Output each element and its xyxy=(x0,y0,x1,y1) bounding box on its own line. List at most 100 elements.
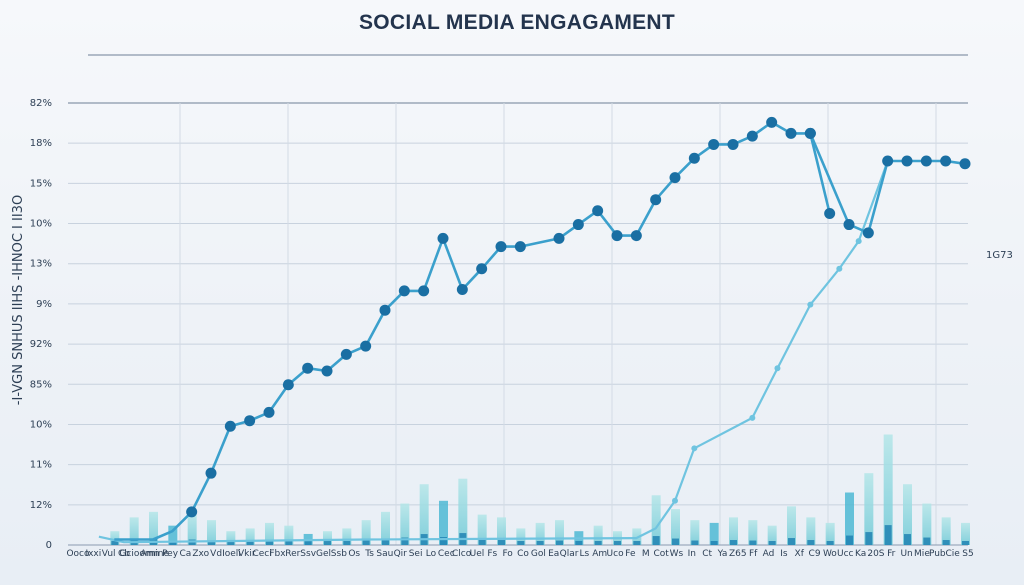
bar xyxy=(245,528,255,545)
data-point xyxy=(746,130,758,142)
x-tick-label: Gcioomn xyxy=(119,549,159,559)
light-point xyxy=(774,365,781,372)
x-tick-label: Ixxi xyxy=(85,549,101,559)
data-point xyxy=(495,241,507,253)
bar-base xyxy=(575,541,583,545)
bar xyxy=(690,520,700,545)
bar xyxy=(458,478,468,545)
bar xyxy=(883,434,893,545)
data-point xyxy=(901,155,913,167)
bar xyxy=(555,520,564,545)
x-tick-label: S5 xyxy=(962,549,973,559)
bar-base xyxy=(749,540,757,545)
x-tick-label: Is xyxy=(780,549,788,559)
data-point xyxy=(862,227,874,239)
y-tick-label: 10% xyxy=(30,219,52,230)
data-point xyxy=(785,127,797,139)
bar xyxy=(265,522,274,545)
bar-base xyxy=(652,536,660,545)
bar xyxy=(516,528,526,545)
data-point xyxy=(360,340,372,352)
x-tick-label: Amine xyxy=(140,549,169,559)
x-tick-label: Fs xyxy=(487,549,497,559)
x-tick-label: Ooco xyxy=(66,549,90,559)
bar xyxy=(419,484,429,545)
x-tick-label: Uel xyxy=(470,549,485,559)
data-point xyxy=(514,241,526,253)
bar-base xyxy=(904,534,911,545)
tick-labels: 0 12% 11% 10% 85% 92% 9% 13% 10% 15% 18% 82% OocoIxx… xyxy=(30,98,974,559)
light-point xyxy=(807,301,814,308)
bar-base xyxy=(498,540,505,545)
bar-base xyxy=(111,541,119,545)
bar xyxy=(825,522,835,545)
data-point xyxy=(611,230,623,242)
x-tick-label: Ct xyxy=(702,549,712,559)
x-tick-label: Fo xyxy=(502,549,513,559)
x-tick-label: Am xyxy=(592,549,607,559)
x-tick-label: Vd xyxy=(210,549,222,559)
bar xyxy=(767,525,777,545)
bar xyxy=(709,522,719,545)
bar xyxy=(477,514,487,545)
data-point xyxy=(553,232,565,244)
x-tick-label: Ssv xyxy=(300,549,316,559)
x-tick-label: Ka xyxy=(855,549,866,559)
bar xyxy=(110,531,120,545)
bar-base xyxy=(923,537,931,545)
x-tick-label: Ya xyxy=(717,549,728,559)
bar xyxy=(864,473,874,545)
x-tick-label: C9 xyxy=(809,549,821,559)
x-tick-label: Zxo xyxy=(192,549,209,559)
series-line-light xyxy=(98,160,889,544)
bar xyxy=(729,517,738,545)
x-tick-label: Ceci xyxy=(252,549,271,559)
x-tick-label: Ts xyxy=(364,549,374,559)
data-point xyxy=(263,406,275,418)
bar-base xyxy=(633,541,641,545)
data-point xyxy=(186,506,198,518)
bar-base xyxy=(672,538,679,545)
data-point xyxy=(843,219,855,231)
y-tick-label: 10% xyxy=(30,419,52,430)
bar-base xyxy=(208,540,215,545)
bar-base xyxy=(884,525,892,545)
point-markers xyxy=(186,116,971,518)
y-tick-label: 82% xyxy=(30,98,52,109)
light-point xyxy=(691,445,698,452)
data-point xyxy=(727,138,739,150)
data-point xyxy=(669,172,681,184)
bar xyxy=(903,484,912,545)
bar-base xyxy=(768,541,776,545)
x-tick-label: Vkir xyxy=(238,549,256,559)
bar-base xyxy=(440,537,447,545)
data-point xyxy=(476,263,488,275)
x-tick-label: Gel xyxy=(316,549,331,559)
bar xyxy=(207,520,216,545)
data-point xyxy=(379,304,391,316)
x-tick-label: Cec xyxy=(438,549,455,559)
x-tick-label: Qir xyxy=(394,549,408,559)
y-axis-label: -I-VGN SNHUS IIHS -IHNOC I II3O xyxy=(11,195,26,405)
bar xyxy=(593,525,603,545)
bar xyxy=(284,525,294,545)
bar xyxy=(748,520,758,545)
y-tick-label: 85% xyxy=(30,379,52,390)
data-point xyxy=(398,285,410,297)
x-tick-label: Uco xyxy=(607,549,625,559)
bar xyxy=(651,495,661,545)
bar-base xyxy=(614,541,621,545)
data-point xyxy=(650,194,662,206)
line-series xyxy=(98,121,966,544)
bar xyxy=(439,500,448,545)
bar-base xyxy=(362,540,370,545)
y-tick-label: 11% xyxy=(30,460,52,471)
x-tick-label: Ca xyxy=(180,549,192,559)
data-point xyxy=(437,232,449,244)
light-point xyxy=(672,497,678,504)
x-tick-label: Fe xyxy=(625,549,636,559)
bar-base xyxy=(710,541,718,545)
bar-base xyxy=(788,538,795,545)
bar-base xyxy=(227,541,235,545)
